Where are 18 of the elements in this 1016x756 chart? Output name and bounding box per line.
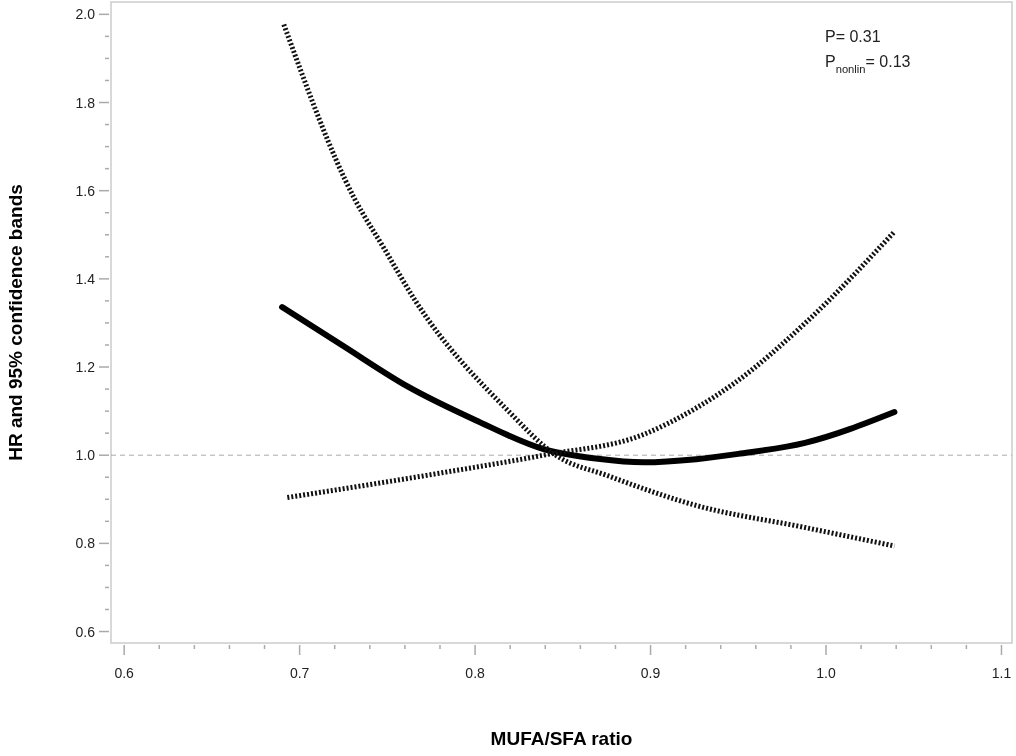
annotation: P$_{nonlin}$= 0.13 xyxy=(825,53,911,75)
x-tick-label: 1.0 xyxy=(816,665,836,681)
y-axis-title: HR and 95% confidence bands xyxy=(5,184,26,461)
x-tick-label: 0.8 xyxy=(465,665,486,681)
y-tick-label: 0.6 xyxy=(75,623,96,640)
x-tick-label: 1.1 xyxy=(991,665,1012,681)
y-tick-label: 1.4 xyxy=(75,270,96,287)
y-tick-label: 1.0 xyxy=(75,447,96,464)
x-tick-label: 0.7 xyxy=(289,665,310,681)
x-tick-label: 0.9 xyxy=(640,665,661,681)
y-tick-label: 0.8 xyxy=(75,535,96,552)
x-tick-label: 0.6 xyxy=(114,665,135,681)
y-tick-label: 2.0 xyxy=(75,6,96,23)
x-axis-title: MUFA/SFA ratio xyxy=(490,728,633,749)
y-tick-label: 1.6 xyxy=(75,182,96,199)
annotation: P= 0.31 xyxy=(825,28,881,45)
y-tick-label: 1.8 xyxy=(75,94,96,111)
y-tick-label: 1.2 xyxy=(75,359,96,376)
